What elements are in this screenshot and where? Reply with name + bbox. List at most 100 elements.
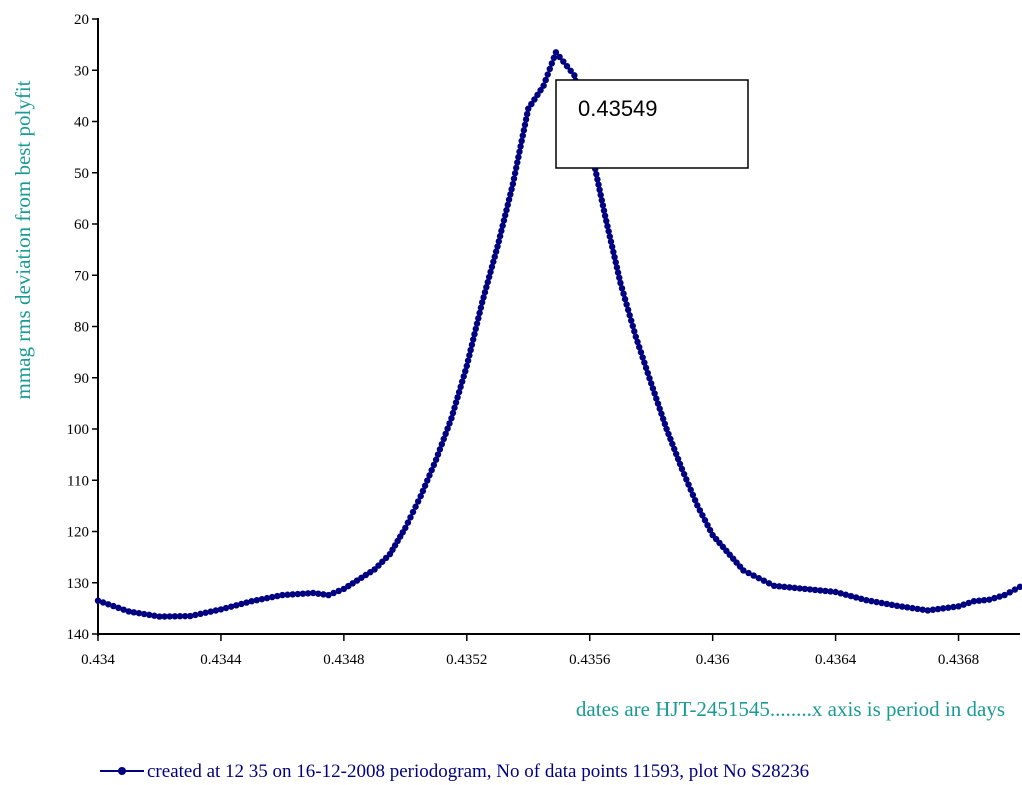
- data-point: [248, 598, 255, 605]
- data-point: [646, 375, 653, 382]
- data-point: [494, 243, 501, 250]
- y-tick-label: 60: [74, 217, 89, 233]
- data-point: [510, 175, 518, 182]
- data-point: [837, 590, 844, 597]
- data-point: [279, 591, 286, 599]
- data-point: [478, 299, 486, 306]
- data-point: [680, 470, 688, 478]
- data-point: [171, 613, 179, 620]
- data-point: [637, 349, 645, 356]
- data-point: [678, 465, 686, 473]
- annotation-text: 0.43549: [578, 96, 658, 121]
- data-point: [945, 604, 952, 611]
- data-point: [806, 586, 814, 593]
- data-point: [858, 595, 865, 603]
- data-point: [521, 121, 529, 129]
- data-point: [187, 612, 194, 620]
- data-point: [166, 613, 173, 620]
- y-tick-label: 80: [74, 320, 89, 336]
- data-point: [207, 608, 214, 615]
- data-point: [1016, 583, 1022, 591]
- data-point: [428, 466, 435, 474]
- data-point: [523, 110, 531, 118]
- data-point: [125, 608, 132, 615]
- data-point: [980, 596, 988, 604]
- data-point: [320, 591, 327, 598]
- data-point: [455, 388, 463, 396]
- data-point: [294, 590, 301, 598]
- data-point: [508, 186, 515, 193]
- data-point: [181, 612, 189, 620]
- legend-marker: [118, 767, 126, 775]
- data-point: [156, 613, 163, 620]
- data-point: [651, 390, 658, 397]
- data-point: [658, 410, 665, 417]
- legend-entry: created at 12 35 on 16-12-2008 periodogr…: [147, 761, 809, 782]
- data-point: [893, 602, 901, 610]
- data-point: [760, 577, 768, 584]
- y-tick-label: 90: [74, 371, 89, 387]
- y-tick-label: 100: [67, 422, 90, 438]
- data-point: [517, 143, 524, 150]
- data-point: [770, 582, 778, 590]
- data-point: [595, 181, 602, 188]
- data-point: [914, 605, 921, 613]
- data-point: [613, 264, 621, 271]
- data-point: [817, 587, 824, 594]
- data-point: [492, 248, 500, 255]
- data-point: [644, 369, 651, 377]
- data-point: [442, 430, 449, 438]
- data-point: [496, 232, 504, 240]
- x-axis-title: dates are HJT-2451545........x axis is p…: [576, 697, 1005, 721]
- series-group: [94, 49, 1022, 620]
- data-point: [765, 580, 773, 587]
- data-point: [599, 202, 607, 209]
- data-point: [238, 600, 245, 608]
- data-point: [571, 72, 578, 79]
- data-point: [852, 594, 860, 601]
- data-point: [653, 395, 660, 402]
- data-point: [315, 590, 322, 597]
- data-point: [827, 588, 834, 595]
- data-point: [140, 610, 148, 618]
- x-tick-label: 0.4356: [569, 652, 611, 668]
- data-point: [811, 586, 819, 594]
- data-point: [436, 446, 444, 453]
- data-point: [544, 71, 551, 78]
- data-point: [786, 584, 793, 591]
- data-point: [253, 596, 260, 604]
- data-point: [883, 600, 891, 608]
- data-point: [950, 603, 957, 611]
- data-point: [597, 191, 604, 199]
- data-point: [691, 496, 699, 504]
- data-point: [667, 435, 674, 443]
- data-point: [446, 420, 453, 427]
- data-point: [488, 263, 496, 271]
- data-point: [671, 445, 678, 453]
- data-point: [304, 590, 312, 597]
- data-point: [909, 604, 916, 612]
- data-point: [438, 440, 446, 448]
- data-point: [600, 207, 608, 214]
- data-point: [659, 415, 667, 423]
- data-point: [603, 217, 610, 225]
- data-point: [487, 268, 494, 276]
- data-point: [490, 258, 497, 265]
- data-point: [924, 607, 931, 614]
- x-tick-label: 0.434: [81, 652, 115, 668]
- y-tick-label: 30: [74, 63, 89, 79]
- data-point: [463, 362, 470, 370]
- data-point: [110, 602, 117, 610]
- data-point: [648, 380, 655, 387]
- data-point: [665, 430, 672, 438]
- y-tick-label: 130: [67, 576, 90, 592]
- data-point: [426, 472, 433, 479]
- data-point: [466, 352, 473, 359]
- y-tick-label: 110: [67, 473, 89, 489]
- data-point: [540, 82, 547, 89]
- x-axis: 0.434 0.4344 0.4348 0.4352 0.4356 0.436 0.4364…: [81, 633, 1020, 668]
- x-tick-label: 0.4364: [815, 652, 857, 668]
- data-point: [687, 486, 694, 493]
- data-point: [458, 378, 466, 385]
